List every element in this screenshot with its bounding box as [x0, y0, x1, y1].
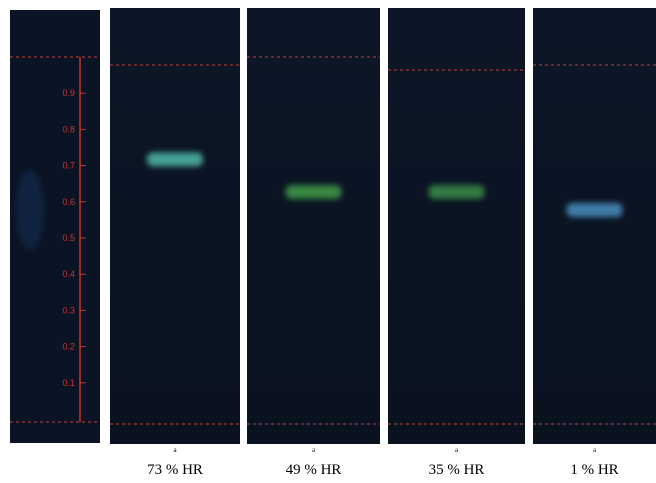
plate	[533, 8, 656, 444]
spot	[429, 185, 485, 199]
tick-label: 0.2	[62, 342, 75, 352]
spot	[147, 152, 203, 166]
plate	[110, 8, 240, 444]
stain	[16, 170, 44, 250]
tick-label: 0.1	[62, 378, 75, 388]
plate	[388, 8, 525, 444]
tick-label: 0.6	[62, 197, 75, 207]
tick-label: 0.7	[62, 161, 75, 171]
tick-label: 0.4	[62, 269, 75, 279]
tlc-figure: 0.1 0.2 0.3 0.4 0.5 0.6 0.7 0.8 0.9 a 73 % HR a 49 %…	[0, 0, 656, 483]
plate-label: 73 % HR	[147, 462, 203, 478]
plate-mark: a	[173, 446, 177, 454]
plate	[247, 8, 380, 444]
plate-mark: a	[312, 446, 316, 454]
spot	[567, 203, 623, 217]
tick-label: 0.3	[62, 305, 75, 315]
tick-label: 0.5	[62, 233, 75, 243]
plate-label: 49 % HR	[286, 462, 342, 478]
plate-label: 35 % HR	[429, 462, 485, 478]
spot	[286, 185, 342, 199]
tick-label: 0.9	[62, 88, 75, 98]
plate-mark: a	[593, 446, 597, 454]
tick-label: 0.8	[62, 124, 75, 134]
plate-label: 1 % HR	[570, 462, 618, 478]
plate-mark: a	[455, 446, 459, 454]
